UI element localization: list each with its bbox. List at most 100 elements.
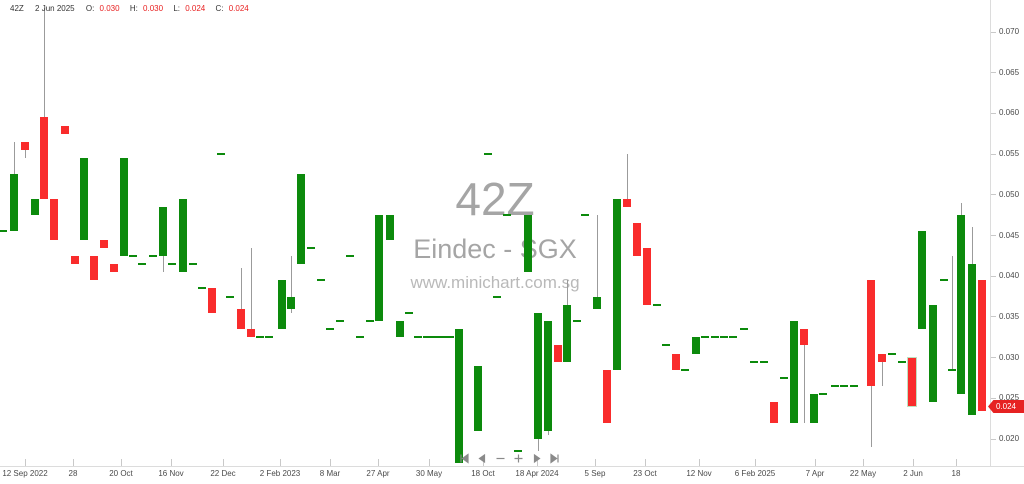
nav-skip-start-button[interactable] (459, 452, 470, 465)
candle-dash[interactable] (431, 336, 439, 339)
candle-dash[interactable] (307, 246, 315, 249)
candle-dash[interactable] (888, 352, 896, 355)
candle-dash[interactable] (514, 450, 522, 453)
candle-dash[interactable] (256, 336, 264, 339)
candle[interactable] (613, 198, 621, 370)
candle[interactable] (810, 394, 818, 423)
candle[interactable] (90, 255, 98, 281)
candle[interactable] (61, 125, 69, 134)
candle-dash[interactable] (439, 336, 447, 339)
candle[interactable] (287, 296, 295, 309)
candle-dash[interactable] (701, 336, 709, 339)
candle-dash[interactable] (729, 336, 737, 339)
candle-dash[interactable] (653, 303, 661, 306)
candle-dash[interactable] (0, 230, 7, 233)
candle[interactable] (554, 345, 562, 362)
nav-step-forward-button[interactable] (531, 452, 542, 465)
candle-dash[interactable] (405, 311, 413, 314)
candle[interactable] (237, 308, 245, 330)
candle-dash[interactable] (711, 336, 719, 339)
candle[interactable] (867, 280, 875, 387)
candle[interactable] (455, 329, 463, 464)
candle-dash[interactable] (168, 262, 176, 265)
candle-dash[interactable] (740, 328, 748, 331)
nav-skip-end-button[interactable] (549, 452, 560, 465)
candle[interactable] (908, 357, 916, 407)
candle-dash[interactable] (493, 295, 501, 298)
candle[interactable] (179, 198, 187, 273)
candle[interactable] (968, 263, 976, 415)
candle[interactable] (692, 337, 700, 354)
candle-dash[interactable] (898, 360, 906, 363)
candle[interactable] (474, 365, 482, 431)
candle[interactable] (918, 231, 926, 330)
candle[interactable] (800, 329, 808, 346)
candle[interactable] (386, 215, 394, 240)
candle-dash[interactable] (326, 328, 334, 331)
candle-dash[interactable] (948, 368, 956, 371)
candle[interactable] (524, 215, 532, 273)
candle[interactable] (770, 402, 778, 423)
candle-dash[interactable] (681, 368, 689, 371)
candle-dash[interactable] (819, 393, 827, 396)
candle-dash[interactable] (138, 262, 146, 265)
candle-dash[interactable] (446, 336, 454, 339)
candle-dash[interactable] (720, 336, 728, 339)
candle-dash[interactable] (503, 214, 511, 217)
candle-dash[interactable] (346, 254, 354, 257)
candle-dash[interactable] (217, 153, 225, 156)
candle[interactable] (278, 280, 286, 330)
candle-dash[interactable] (760, 360, 768, 363)
candle[interactable] (623, 198, 631, 207)
candle-dash[interactable] (581, 214, 589, 217)
candle[interactable] (31, 198, 39, 216)
candle-dash[interactable] (356, 336, 364, 339)
candle[interactable] (929, 304, 937, 403)
candle-dash[interactable] (750, 360, 758, 363)
candle[interactable] (957, 215, 965, 395)
candle[interactable] (396, 320, 404, 338)
candle[interactable] (71, 255, 79, 264)
candle[interactable] (978, 280, 986, 411)
candle[interactable] (672, 353, 680, 370)
candle[interactable] (100, 239, 108, 248)
candle[interactable] (790, 320, 798, 423)
candle-dash[interactable] (940, 279, 948, 282)
candle-dash[interactable] (423, 336, 431, 339)
candle[interactable] (633, 223, 641, 256)
candle[interactable] (21, 141, 29, 150)
candle-dash[interactable] (336, 319, 344, 322)
candle-dash[interactable] (265, 336, 273, 339)
candle[interactable] (593, 296, 601, 309)
candle-dash[interactable] (414, 336, 422, 339)
candle[interactable] (563, 304, 571, 362)
candle-dash[interactable] (226, 295, 234, 298)
candle[interactable] (208, 288, 216, 313)
candle-dash[interactable] (780, 376, 788, 379)
candle[interactable] (159, 207, 167, 256)
candle[interactable] (534, 312, 542, 439)
candle-dash[interactable] (662, 344, 670, 347)
candle-dash[interactable] (149, 254, 157, 257)
candle-dash[interactable] (831, 385, 839, 388)
candle[interactable] (80, 158, 88, 240)
candle[interactable] (40, 117, 48, 199)
candle[interactable] (10, 174, 18, 232)
candle-dash[interactable] (840, 385, 848, 388)
candle-dash[interactable] (484, 153, 492, 156)
candle[interactable] (544, 320, 552, 431)
candle[interactable] (375, 215, 383, 321)
candle-dash[interactable] (366, 319, 374, 322)
candle-dash[interactable] (850, 385, 858, 388)
candle-dash[interactable] (317, 279, 325, 282)
nav-zoom-out-button[interactable] (495, 452, 506, 465)
candle[interactable] (643, 247, 651, 305)
candle-dash[interactable] (573, 319, 581, 322)
candle-dash[interactable] (198, 287, 206, 290)
candle[interactable] (878, 353, 886, 362)
candle[interactable] (297, 174, 305, 264)
candle[interactable] (247, 329, 255, 338)
candle-dash[interactable] (189, 262, 197, 265)
candle[interactable] (110, 263, 118, 273)
